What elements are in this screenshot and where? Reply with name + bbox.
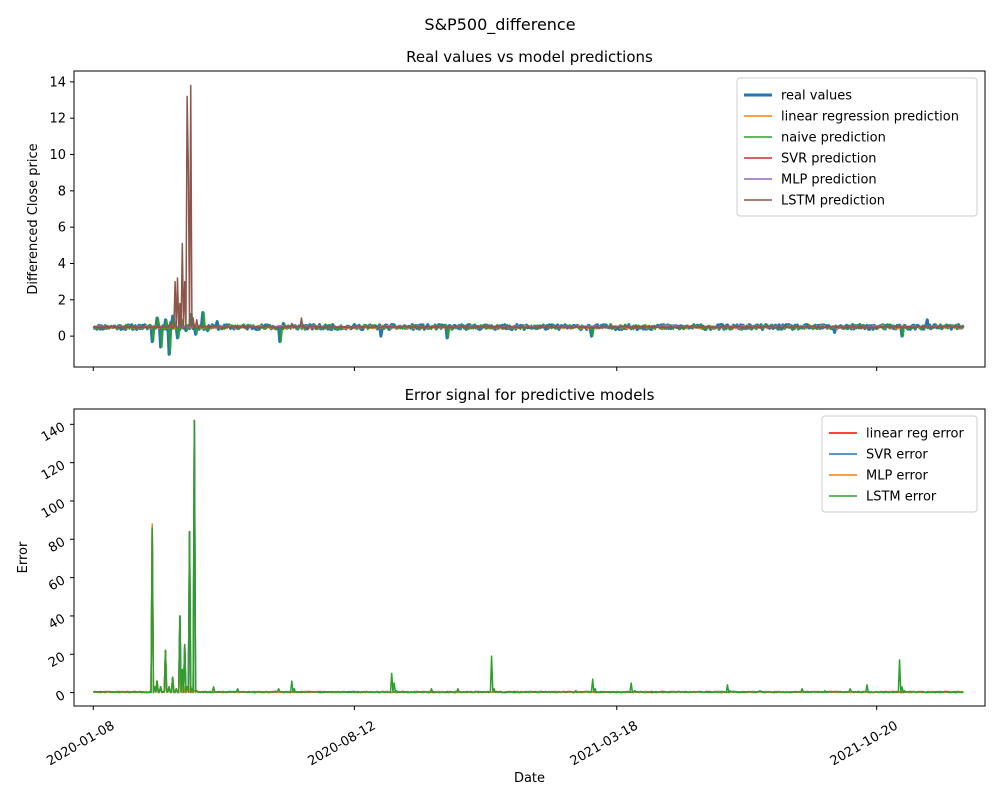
y-tick-label: 60 xyxy=(46,573,68,594)
legend-box xyxy=(821,415,978,513)
series-group xyxy=(92,419,964,694)
y-tick-label: 80 xyxy=(46,535,68,556)
y-tick-label: 6 xyxy=(58,221,66,236)
y-axis-label: Differenced Close price xyxy=(26,143,41,294)
legend-label: SVR prediction xyxy=(781,152,877,167)
y-tick-label: 40 xyxy=(46,611,68,632)
legend-label: linear regression prediction xyxy=(781,110,959,125)
axes-frame xyxy=(73,408,986,707)
y-tick-label: 100 xyxy=(39,496,68,521)
legend-label: LSTM error xyxy=(866,490,937,505)
x-tick-label: 2021-03-18 xyxy=(568,718,641,769)
legend-label: SVR error xyxy=(866,448,928,463)
y-tick-label: 20 xyxy=(46,650,68,671)
axes-bottom: Error signal for predictive models 0 20 40 6… xyxy=(16,386,986,786)
y-tick-label: 0 xyxy=(53,688,68,705)
y-tick-label: 14 xyxy=(49,75,66,90)
y-tick-label: 8 xyxy=(58,184,66,199)
y-tick-label: 0 xyxy=(58,330,66,345)
axes-top: Real values vs model predictions 0 2 4 6 8 10 1… xyxy=(26,48,986,371)
y-tick-label: 120 xyxy=(39,458,68,483)
legend-label: LSTM prediction xyxy=(781,194,885,209)
legend-label: real values xyxy=(781,89,852,104)
series-line-3 xyxy=(92,419,964,694)
series-line-2 xyxy=(93,523,964,694)
series-line-5 xyxy=(93,84,964,329)
axes-title: Real values vs model predictions xyxy=(406,48,653,66)
y-tick-label: 10 xyxy=(49,148,66,163)
x-axis-label: Date xyxy=(514,771,545,786)
legend: real values linear regression prediction n… xyxy=(736,77,978,217)
y-tick-label: 140 xyxy=(39,420,68,445)
legend-label: naive prediction xyxy=(781,131,886,146)
y-tick-label: 4 xyxy=(58,257,66,272)
series-line-0 xyxy=(92,311,965,356)
legend: linear reg error SVR error MLP error LSTM e… xyxy=(821,415,978,513)
figure-suptitle: S&P500_difference xyxy=(424,15,575,35)
x-tick-label: 2021-10-20 xyxy=(828,718,901,769)
x-tick-label: 2020-01-08 xyxy=(44,718,117,769)
x-tick-label: 2020-08-12 xyxy=(305,718,378,769)
legend-label: MLP error xyxy=(866,469,929,484)
legend-box xyxy=(736,77,978,217)
legend-label: linear reg error xyxy=(866,427,964,442)
legend-label: MLP prediction xyxy=(781,173,877,188)
y-axis-label: Error xyxy=(16,541,31,573)
axes-frame xyxy=(73,70,986,368)
series-group xyxy=(92,84,965,356)
axes-title: Error signal for predictive models xyxy=(405,386,655,404)
y-tick-label: 2 xyxy=(58,293,66,308)
y-tick-label: 12 xyxy=(49,112,66,127)
series-line-2 xyxy=(92,311,965,356)
